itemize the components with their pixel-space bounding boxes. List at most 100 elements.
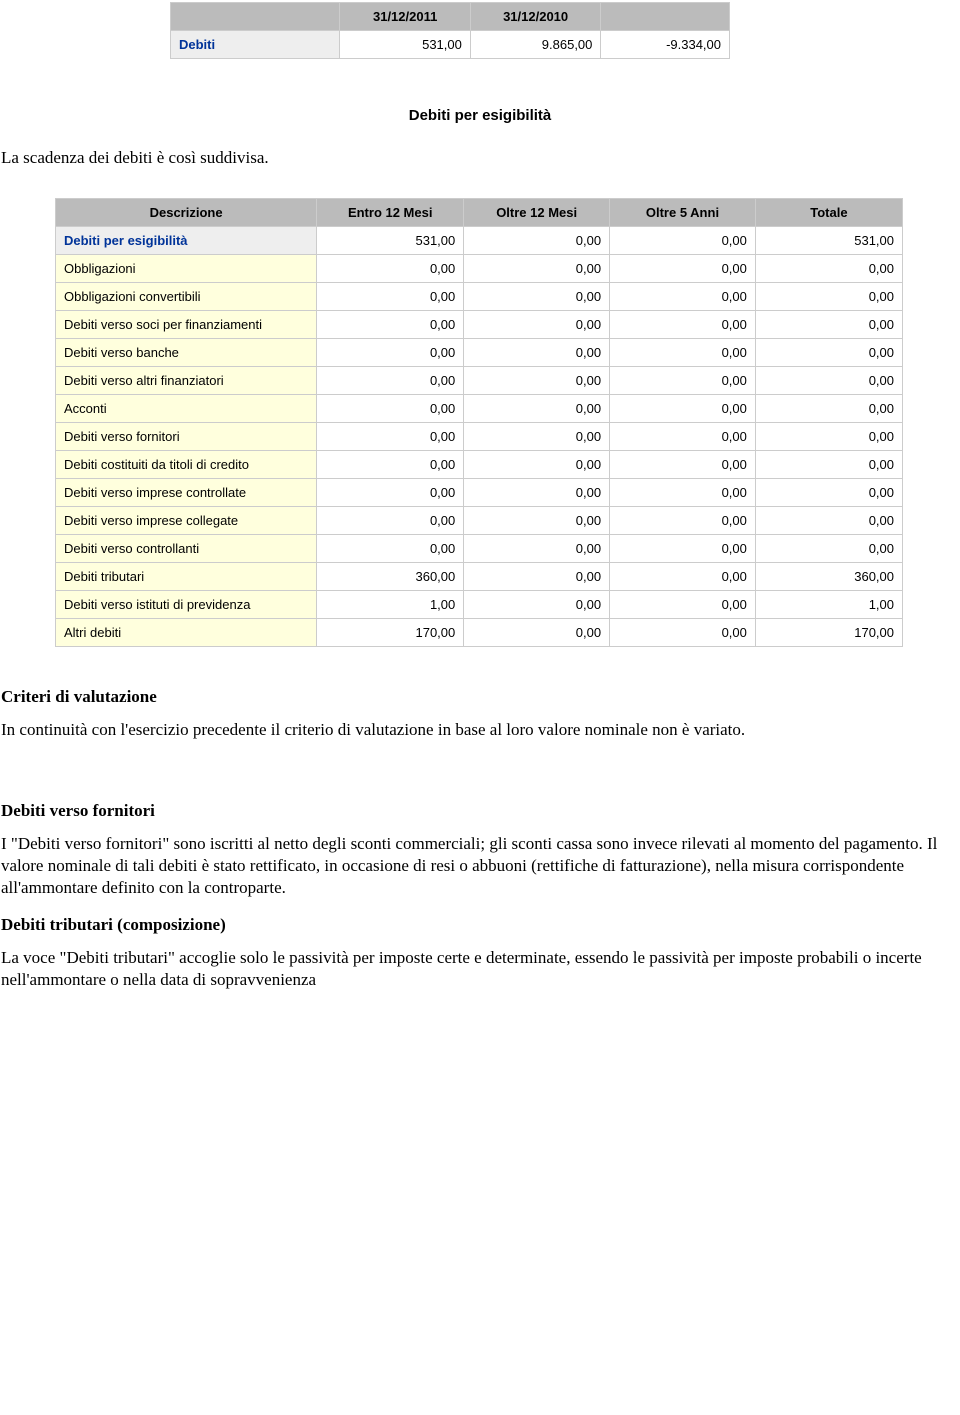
cell-entro12: 531,00 <box>317 227 464 255</box>
row-label: Debiti verso soci per finanziamenti <box>56 311 317 339</box>
table-header-diff <box>601 3 730 31</box>
row-value-2010: 9.865,00 <box>470 31 601 59</box>
row-label: Debiti tributari <box>56 563 317 591</box>
cell-oltre12: 0,00 <box>464 591 610 619</box>
table-header-2010: 31/12/2010 <box>470 3 601 31</box>
cell-entro12: 360,00 <box>317 563 464 591</box>
table-row: Debiti verso controllanti0,000,000,000,0… <box>56 535 903 563</box>
tributari-paragraph: La voce "Debiti tributari" accoglie solo… <box>1 947 959 991</box>
section-subtitle: Debiti per esigibilità <box>0 107 960 124</box>
cell-oltre12: 0,00 <box>464 367 610 395</box>
cell-totale: 531,00 <box>755 227 902 255</box>
table-row: Altri debiti170,000,000,00170,00 <box>56 619 903 647</box>
fornitori-heading: Debiti verso fornitori <box>1 801 960 821</box>
cell-totale: 0,00 <box>755 507 902 535</box>
cell-oltre5: 0,00 <box>610 591 756 619</box>
fornitori-paragraph: I "Debiti verso fornitori" sono iscritti… <box>1 833 959 899</box>
cell-oltre12: 0,00 <box>464 395 610 423</box>
cell-oltre5: 0,00 <box>610 535 756 563</box>
cell-totale: 0,00 <box>755 395 902 423</box>
col-entro12: Entro 12 Mesi <box>317 199 464 227</box>
cell-oltre12: 0,00 <box>464 507 610 535</box>
cell-entro12: 0,00 <box>317 423 464 451</box>
cell-oltre12: 0,00 <box>464 227 610 255</box>
cell-oltre5: 0,00 <box>610 311 756 339</box>
cell-totale: 0,00 <box>755 367 902 395</box>
row-label: Debiti verso altri finanziatori <box>56 367 317 395</box>
row-label: Debiti verso controllanti <box>56 535 317 563</box>
table-row-highlight: Debiti per esigibilità 531,00 0,00 0,00 … <box>56 227 903 255</box>
col-oltre5: Oltre 5 Anni <box>610 199 756 227</box>
cell-entro12: 0,00 <box>317 255 464 283</box>
cell-oltre12: 0,00 <box>464 479 610 507</box>
tributari-heading: Debiti tributari (composizione) <box>1 915 960 935</box>
row-label: Obbligazioni <box>56 255 317 283</box>
cell-entro12: 0,00 <box>317 395 464 423</box>
table-row: Debiti costituiti da titoli di credito 0,… <box>56 451 903 479</box>
cell-oltre5: 0,00 <box>610 283 756 311</box>
cell-oltre5: 0,00 <box>610 255 756 283</box>
cell-entro12: 170,00 <box>317 619 464 647</box>
table-row: Acconti0,000,000,000,00 <box>56 395 903 423</box>
table-row: Debiti verso altri finanziatori0,000,000… <box>56 367 903 395</box>
cell-oltre5: 0,00 <box>610 423 756 451</box>
col-oltre12: Oltre 12 Mesi <box>464 199 610 227</box>
cell-totale: 0,00 <box>755 535 902 563</box>
cell-totale: 0,00 <box>755 339 902 367</box>
debiti-summary-table: 31/12/2011 31/12/2010 Debiti 531,00 9.86… <box>170 2 730 59</box>
row-label: Altri debiti <box>56 619 317 647</box>
table-row: Debiti verso fornitori0,000,000,000,00 <box>56 423 903 451</box>
cell-oltre5: 0,00 <box>610 479 756 507</box>
cell-entro12: 0,00 <box>317 339 464 367</box>
cell-totale: 0,00 <box>755 311 902 339</box>
table-header-empty <box>171 3 340 31</box>
cell-entro12: 1,00 <box>317 591 464 619</box>
cell-oltre5: 0,00 <box>610 563 756 591</box>
row-label: Debiti verso fornitori <box>56 423 317 451</box>
intro-text: La scadenza dei debiti è così suddivisa. <box>1 148 960 168</box>
table-row: Debiti verso soci per finanziamenti0,000… <box>56 311 903 339</box>
cell-oltre12: 0,00 <box>464 563 610 591</box>
table-row: Debiti verso imprese collegate0,000,000,… <box>56 507 903 535</box>
cell-oltre5: 0,00 <box>610 367 756 395</box>
cell-oltre5: 0,00 <box>610 339 756 367</box>
table-row: Debiti verso istituti di previdenza1,000… <box>56 591 903 619</box>
cell-totale: 1,00 <box>755 591 902 619</box>
cell-entro12: 0,00 <box>317 507 464 535</box>
cell-oltre12: 0,00 <box>464 535 610 563</box>
cell-oltre12: 0,00 <box>464 619 610 647</box>
cell-oltre5: 0,00 <box>610 227 756 255</box>
cell-totale: 0,00 <box>755 255 902 283</box>
criteri-heading: Criteri di valutazione <box>1 687 960 707</box>
table-row: Obbligazioni0,000,000,000,00 <box>56 255 903 283</box>
cell-oltre5: 0,00 <box>610 451 756 479</box>
cell-oltre5: 0,00 <box>610 395 756 423</box>
row-label: Debiti <box>171 31 340 59</box>
row-value-diff: -9.334,00 <box>601 31 730 59</box>
cell-totale: 170,00 <box>755 619 902 647</box>
col-descrizione: Descrizione <box>56 199 317 227</box>
table-row: Debiti verso banche0,000,000,000,00 <box>56 339 903 367</box>
row-label: Debiti verso banche <box>56 339 317 367</box>
table-row: Debiti tributari360,000,000,00360,00 <box>56 563 903 591</box>
row-label: Obbligazioni convertibili <box>56 283 317 311</box>
cell-oltre12: 0,00 <box>464 339 610 367</box>
col-totale: Totale <box>755 199 902 227</box>
cell-oltre5: 0,00 <box>610 507 756 535</box>
row-label: Debiti verso imprese collegate <box>56 507 317 535</box>
cell-entro12: 0,00 <box>317 479 464 507</box>
cell-totale: 0,00 <box>755 423 902 451</box>
cell-oltre5: 0,00 <box>610 619 756 647</box>
row-label: Acconti <box>56 395 317 423</box>
cell-oltre12: 0,00 <box>464 311 610 339</box>
row-label: Debiti verso imprese controllate <box>56 479 317 507</box>
row-label: Debiti costituiti da titoli di credito <box>56 451 317 479</box>
table-row: Debiti 531,00 9.865,00 -9.334,00 <box>171 31 730 59</box>
cell-entro12: 0,00 <box>317 535 464 563</box>
cell-entro12: 0,00 <box>317 367 464 395</box>
cell-totale: 0,00 <box>755 283 902 311</box>
cell-totale: 360,00 <box>755 563 902 591</box>
table-row: Debiti verso imprese controllate0,000,00… <box>56 479 903 507</box>
cell-entro12: 0,00 <box>317 283 464 311</box>
cell-totale: 0,00 <box>755 451 902 479</box>
